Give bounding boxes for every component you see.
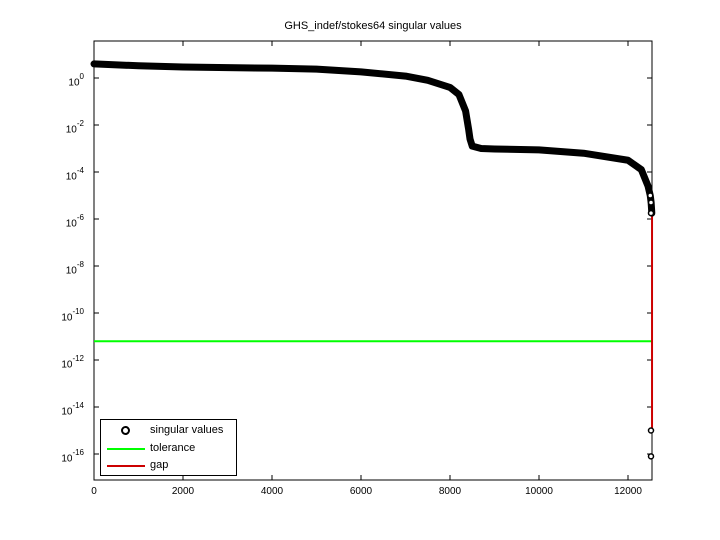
red-line-icon	[107, 465, 145, 467]
x-tick-label: 4000	[260, 486, 284, 497]
legend-item-singular-values: singular values	[101, 423, 236, 439]
legend-item-gap: gap	[101, 458, 236, 474]
x-tick-label: 2000	[171, 486, 195, 497]
x-tick-label: 6000	[349, 486, 373, 497]
x-tick-label: 10000	[525, 486, 553, 497]
legend: singular values tolerance gap	[100, 419, 237, 476]
singular-value-marker	[647, 209, 655, 217]
axis-ticks	[93, 41, 652, 480]
x-tick-label: 0	[91, 486, 97, 497]
y-tick-label: 10-12	[61, 354, 84, 371]
y-tick-label: 10-10	[61, 307, 84, 324]
data-series	[90, 60, 656, 460]
y-tick-label: 10-14	[61, 401, 84, 418]
x-tick-label: 12000	[614, 486, 642, 497]
y-tick-label: 100	[68, 72, 84, 89]
circle-marker-icon	[121, 426, 130, 435]
y-tick-label: 10-16	[61, 448, 84, 465]
singular-value-marker	[647, 192, 654, 199]
legend-label: gap	[150, 459, 169, 471]
chart-title: GHS_indef/stokes64 singular values	[284, 20, 462, 32]
y-tick-label: 10-4	[65, 166, 84, 183]
singular-value-marker	[647, 427, 655, 434]
singular-values-band	[90, 60, 656, 217]
singular-value-marker	[647, 199, 655, 206]
legend-label: tolerance	[150, 442, 196, 454]
legend-item-tolerance: tolerance	[101, 441, 236, 457]
y-tick-label: 10-6	[65, 213, 84, 230]
legend-label: singular values	[150, 424, 224, 436]
singular-value-marker	[647, 453, 655, 460]
y-tick-label: 10-2	[65, 119, 84, 136]
y-tick-label: 10-8	[65, 260, 84, 277]
plot-frame	[93, 40, 653, 481]
green-line-icon	[107, 448, 145, 450]
x-tick-label: 8000	[438, 486, 462, 497]
